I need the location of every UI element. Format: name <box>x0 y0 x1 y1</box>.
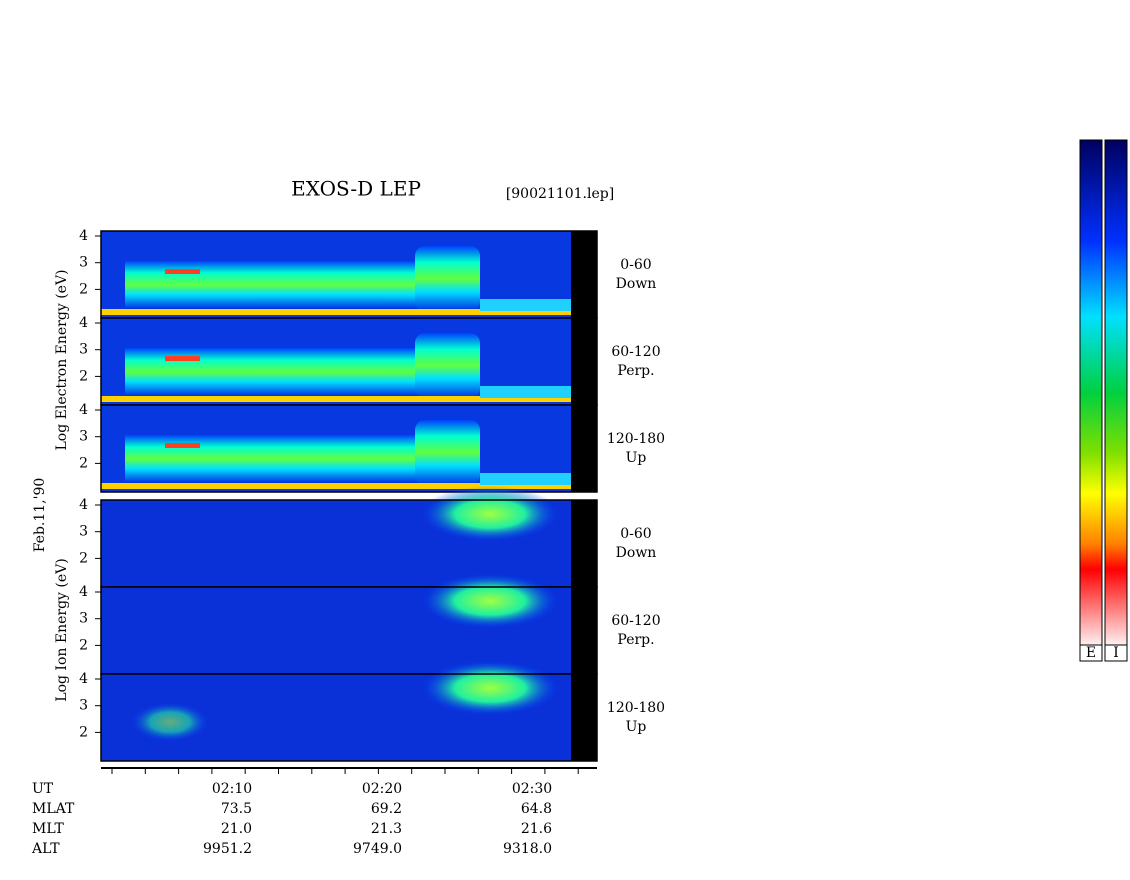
spectrogram-tail <box>480 473 571 485</box>
row-value: 64.8 <box>521 801 552 817</box>
spectrogram-hot <box>165 269 200 274</box>
y-tick-label: 2 <box>79 455 88 471</box>
spectrogram-hot <box>165 356 200 361</box>
y-tick-label: 4 <box>79 315 88 331</box>
y-axis-label: Log Ion Energy (eV) <box>54 558 70 701</box>
row-value: 73.5 <box>221 801 252 817</box>
y-tick-label: 4 <box>79 402 88 418</box>
row-value: 02:20 <box>362 781 402 797</box>
y-tick-label: 3 <box>79 342 88 358</box>
colorbar-label-box <box>1104 644 1128 662</box>
channel-range: 0-60 <box>620 526 651 542</box>
row-value: 9318.0 <box>503 841 552 857</box>
panel-frame <box>100 673 598 762</box>
y-tick-label: 2 <box>79 368 88 384</box>
y-tick-label: 3 <box>79 611 88 627</box>
y-tick-label: 4 <box>79 584 88 600</box>
row-value: 69.2 <box>371 801 402 817</box>
spectrogram-tail <box>480 299 571 311</box>
channel-direction: Up <box>626 450 647 466</box>
row-value: 21.6 <box>521 821 552 837</box>
spectrogram-blob <box>420 660 560 716</box>
y-tick-label: 2 <box>79 637 88 653</box>
channel-range: 60-120 <box>611 344 660 360</box>
spectrogram-blob <box>420 486 560 542</box>
title: EXOS-D LEP <box>291 177 421 201</box>
spectrogram-low <box>101 483 571 489</box>
y-tick-label: 2 <box>79 550 88 566</box>
spectrogram-band <box>415 420 480 485</box>
y-tick-label: 3 <box>79 429 88 445</box>
row-value: 21.3 <box>371 821 402 837</box>
data-gap <box>571 500 597 587</box>
y-tick-label: 2 <box>79 724 88 740</box>
colorbar-label-box <box>1079 644 1103 662</box>
y-tick-label: 2 <box>79 281 88 297</box>
channel-range: 60-120 <box>611 613 660 629</box>
row-value: 21.0 <box>221 821 252 837</box>
spectrogram-blob <box>130 702 210 742</box>
row-label: UT <box>32 781 54 797</box>
y-axis-label: Log Electron Energy (eV) <box>54 269 70 450</box>
row-label: MLAT <box>32 801 75 817</box>
row-value: 9951.2 <box>203 841 252 857</box>
colorbar-label: I <box>1113 645 1119 661</box>
channel-direction: Down <box>616 545 657 561</box>
data-gap <box>571 587 597 674</box>
file-name: [90021101.lep] <box>506 186 614 202</box>
colorbar <box>1079 139 1103 646</box>
y-tick-label: 3 <box>79 698 88 714</box>
row-label: MLT <box>32 821 64 837</box>
channel-direction: Up <box>626 719 647 735</box>
spectrogram-band <box>415 333 480 398</box>
data-gap <box>571 318 597 405</box>
data-gap <box>571 405 597 492</box>
channel-range: 120-180 <box>607 431 665 447</box>
panel-frame <box>100 404 598 493</box>
spectrogram-tail <box>480 386 571 398</box>
y-tick-label: 3 <box>79 255 88 271</box>
y-tick-label: 4 <box>79 228 88 244</box>
data-gap <box>571 231 597 318</box>
row-value: 9749.0 <box>353 841 402 857</box>
row-value: 02:30 <box>512 781 552 797</box>
colorbar-label: E <box>1086 645 1096 661</box>
date: Feb.11,'90 <box>32 478 48 553</box>
channel-direction: Perp. <box>617 632 654 648</box>
y-tick-label: 4 <box>79 671 88 687</box>
spectrogram-hot <box>165 443 200 448</box>
row-label: ALT <box>31 841 60 857</box>
spectrogram-blob <box>420 573 560 629</box>
row-value: 02:10 <box>212 781 252 797</box>
channel-range: 120-180 <box>607 700 665 716</box>
spectrogram-low <box>101 309 571 315</box>
y-tick-label: 3 <box>79 524 88 540</box>
spectrogram-low <box>101 396 571 402</box>
channel-direction: Down <box>616 276 657 292</box>
y-tick-label: 4 <box>79 497 88 513</box>
channel-direction: Perp. <box>617 363 654 379</box>
spectrogram-band <box>415 246 480 311</box>
channel-range: 0-60 <box>620 257 651 273</box>
colorbar <box>1104 139 1128 646</box>
data-gap <box>571 674 597 761</box>
